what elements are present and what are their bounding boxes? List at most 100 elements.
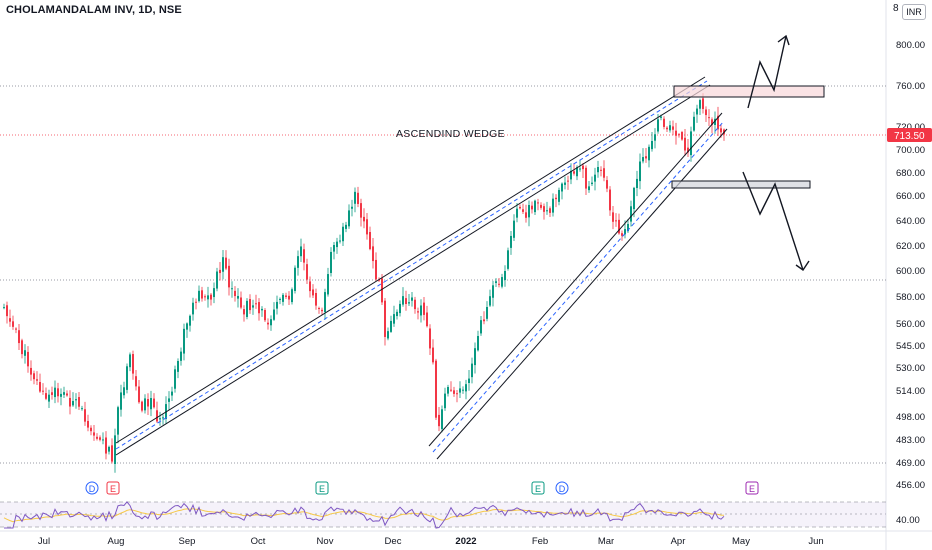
price-label: 514.00	[896, 386, 925, 397]
event-marker-e[interactable]: E	[315, 481, 329, 495]
event-marker-d[interactable]: D	[555, 481, 569, 495]
candle	[696, 104, 698, 123]
candle	[561, 182, 563, 200]
candle	[486, 301, 488, 322]
candle	[309, 276, 311, 298]
candle	[285, 292, 287, 299]
price-label: 620.00	[896, 241, 925, 252]
candle	[414, 296, 416, 314]
candle	[663, 116, 665, 130]
candle	[420, 299, 422, 323]
candle	[51, 386, 53, 400]
candle	[510, 230, 512, 255]
candle	[267, 318, 269, 330]
candle	[336, 237, 338, 254]
time-axis: Jul Aug Sep Oct Nov Dec 2022 Feb Mar Apr May Jun	[38, 536, 824, 547]
candle	[399, 300, 401, 317]
candle	[555, 194, 557, 208]
candle	[174, 365, 176, 393]
event-marker-e[interactable]: E	[531, 481, 545, 495]
bearish-projection-arrow	[742, 171, 810, 271]
event-marker-e[interactable]: E	[106, 481, 120, 495]
candle	[600, 166, 602, 177]
candle	[351, 199, 353, 217]
candle	[57, 382, 59, 403]
currency-selector[interactable]: INR	[902, 4, 926, 20]
time-label: 2022	[455, 536, 476, 547]
candle	[243, 305, 245, 322]
svg-text:E: E	[749, 484, 755, 494]
candle	[318, 306, 320, 314]
candle	[288, 291, 290, 305]
price-label: 660.00	[896, 191, 925, 202]
candle	[591, 176, 593, 187]
candle	[258, 298, 260, 321]
candle	[432, 339, 434, 365]
candle	[621, 230, 623, 241]
svg-text:D: D	[89, 484, 96, 494]
candle	[612, 206, 614, 230]
candle	[588, 181, 590, 193]
candle	[192, 297, 194, 321]
event-marker-d[interactable]: D	[85, 481, 99, 495]
candle	[537, 198, 539, 211]
price-label: 640.00	[896, 216, 925, 227]
candle	[444, 387, 446, 411]
candle	[261, 306, 263, 317]
candle	[594, 167, 596, 191]
candle	[36, 371, 38, 385]
price-label: 483.00	[896, 435, 925, 446]
time-label: Jul	[38, 536, 50, 547]
candle	[522, 203, 524, 215]
event-marker-e[interactable]: E	[745, 481, 759, 495]
candle	[198, 285, 200, 303]
time-label: Sep	[179, 536, 196, 547]
candle	[132, 350, 134, 380]
candle	[666, 126, 668, 132]
candle	[177, 358, 179, 379]
candle	[156, 401, 158, 423]
candle	[672, 120, 674, 136]
candle	[213, 282, 215, 304]
candle	[282, 293, 284, 306]
candle	[165, 396, 167, 424]
candlestick-series	[3, 93, 725, 473]
candle	[186, 322, 188, 338]
candle	[9, 309, 11, 327]
candle	[300, 238, 302, 262]
candle	[72, 392, 74, 407]
rsi-axis-label: 40.00	[896, 515, 920, 526]
candle	[3, 303, 5, 310]
candle	[636, 170, 638, 197]
price-label: 700.00	[896, 145, 925, 156]
candle	[501, 273, 503, 289]
candle	[459, 381, 461, 398]
candle	[396, 309, 398, 320]
currency-prefix: 8	[893, 3, 899, 14]
candle	[495, 278, 497, 288]
candle	[270, 315, 272, 331]
candle	[162, 414, 164, 425]
candle	[384, 297, 386, 346]
candle	[102, 432, 104, 445]
candle	[27, 346, 29, 373]
candle	[306, 258, 308, 285]
candle	[402, 287, 404, 307]
candle	[477, 330, 479, 352]
candle	[507, 247, 509, 271]
candle	[609, 186, 611, 216]
candle	[180, 347, 182, 366]
candle	[294, 265, 296, 294]
candle	[75, 393, 77, 409]
candle	[150, 390, 152, 417]
rsi-line	[4, 501, 725, 529]
candle	[6, 301, 8, 324]
candle	[291, 287, 293, 305]
candle	[363, 208, 365, 229]
candle	[447, 384, 449, 397]
candle	[93, 424, 95, 441]
candle	[327, 267, 329, 297]
candle	[687, 138, 689, 158]
wedge-label: ASCENDIND WEDGE	[396, 128, 505, 140]
